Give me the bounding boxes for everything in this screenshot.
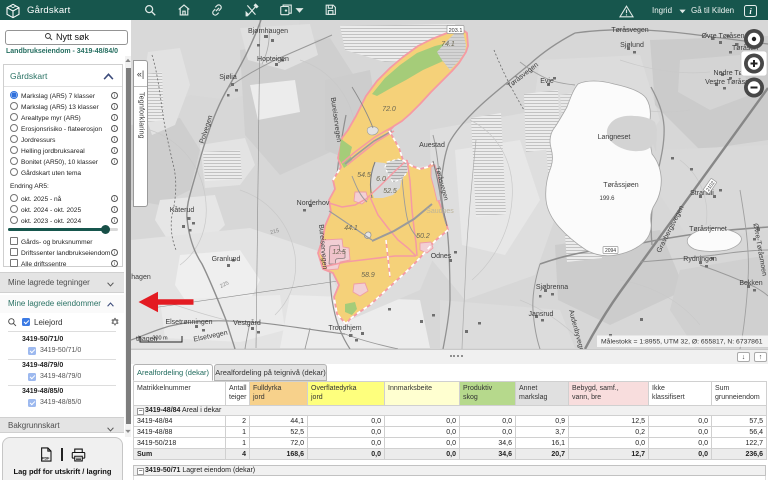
svg-text:Norderhov: Norderhov	[297, 200, 330, 207]
svg-text:thagen: thagen	[136, 336, 158, 343]
svg-text:2094: 2094	[605, 248, 616, 254]
svg-text:203.1: 203.1	[449, 28, 463, 34]
svg-text:199.6: 199.6	[599, 196, 615, 202]
svg-text:Øvre Tøråsen: Øvre Tøråsen	[701, 32, 744, 40]
svg-text:Langneset: Langneset	[598, 134, 631, 141]
svg-text:72.0: 72.0	[382, 106, 396, 113]
svg-text:Målestokk = 1:8955, UTM 32, Ø:: Målestokk = 1:8955, UTM 32, Ø: 655817, N…	[601, 338, 763, 346]
svg-text:Vestre Tøråsen: Vestre Tøråsen	[705, 78, 753, 86]
svg-text:Tøråssjøen: Tøråssjøen	[603, 181, 639, 189]
svg-text:Saudnes: Saudnes	[426, 208, 454, 215]
svg-text:Auestad: Auestad	[419, 142, 445, 149]
svg-text:54.5: 54.5	[357, 172, 371, 179]
svg-text:Bekken: Bekken	[739, 280, 762, 287]
svg-text:Sjøbrenna: Sjøbrenna	[536, 284, 568, 291]
svg-text:12.5: 12.5	[332, 249, 346, 256]
svg-text:200 m: 200 m	[152, 336, 168, 342]
svg-text:225: 225	[219, 280, 230, 289]
svg-text:Bjørnhaugen: Bjørnhaugen	[248, 28, 288, 35]
svg-text:52.5: 52.5	[383, 188, 397, 195]
svg-text:Vestgård: Vestgård	[233, 319, 261, 327]
svg-text:Hopteigen: Hopteigen	[257, 56, 289, 63]
svg-text:PDF: PDF	[42, 457, 50, 461]
svg-text:Sjølia: Sjølia	[219, 74, 237, 81]
svg-text:Tøråstjernet: Tøråstjernet	[689, 225, 727, 233]
svg-text:Rydningen: Rydningen	[683, 256, 717, 263]
svg-text:Evje: Evje	[540, 78, 554, 85]
svg-text:6.0: 6.0	[376, 176, 386, 183]
svg-text:Jansrud: Jansrud	[529, 311, 554, 318]
svg-text:Granlund: Granlund	[212, 256, 241, 263]
svg-text:hagen: hagen	[131, 274, 151, 281]
svg-text:Kåterud: Kåterud	[170, 206, 195, 214]
svg-text:Sjølund: Sjølund	[620, 42, 644, 49]
svg-text:Nedre Tøråsen: Nedre Tøråsen	[714, 69, 761, 77]
svg-text:Tøråsvegen: Tøråsvegen	[611, 26, 648, 34]
svg-text:215: 215	[270, 228, 280, 236]
svg-text:Odnes: Odnes	[431, 253, 452, 260]
svg-text:Elsetrønningen: Elsetrønningen	[165, 319, 212, 326]
svg-text:Bureiservegen: Bureiservegen	[317, 224, 328, 270]
svg-text:Tøråsen: Tøråsen	[732, 44, 758, 52]
svg-text:Trondhjem: Trondhjem	[328, 325, 361, 332]
svg-text:Strandli: Strandli	[690, 190, 714, 197]
svg-text:58.9: 58.9	[361, 272, 375, 279]
svg-text:2102: 2102	[705, 180, 716, 193]
svg-text:50.2: 50.2	[416, 233, 430, 240]
svg-text:44.1: 44.1	[344, 225, 358, 232]
svg-text:74.1: 74.1	[441, 41, 455, 48]
